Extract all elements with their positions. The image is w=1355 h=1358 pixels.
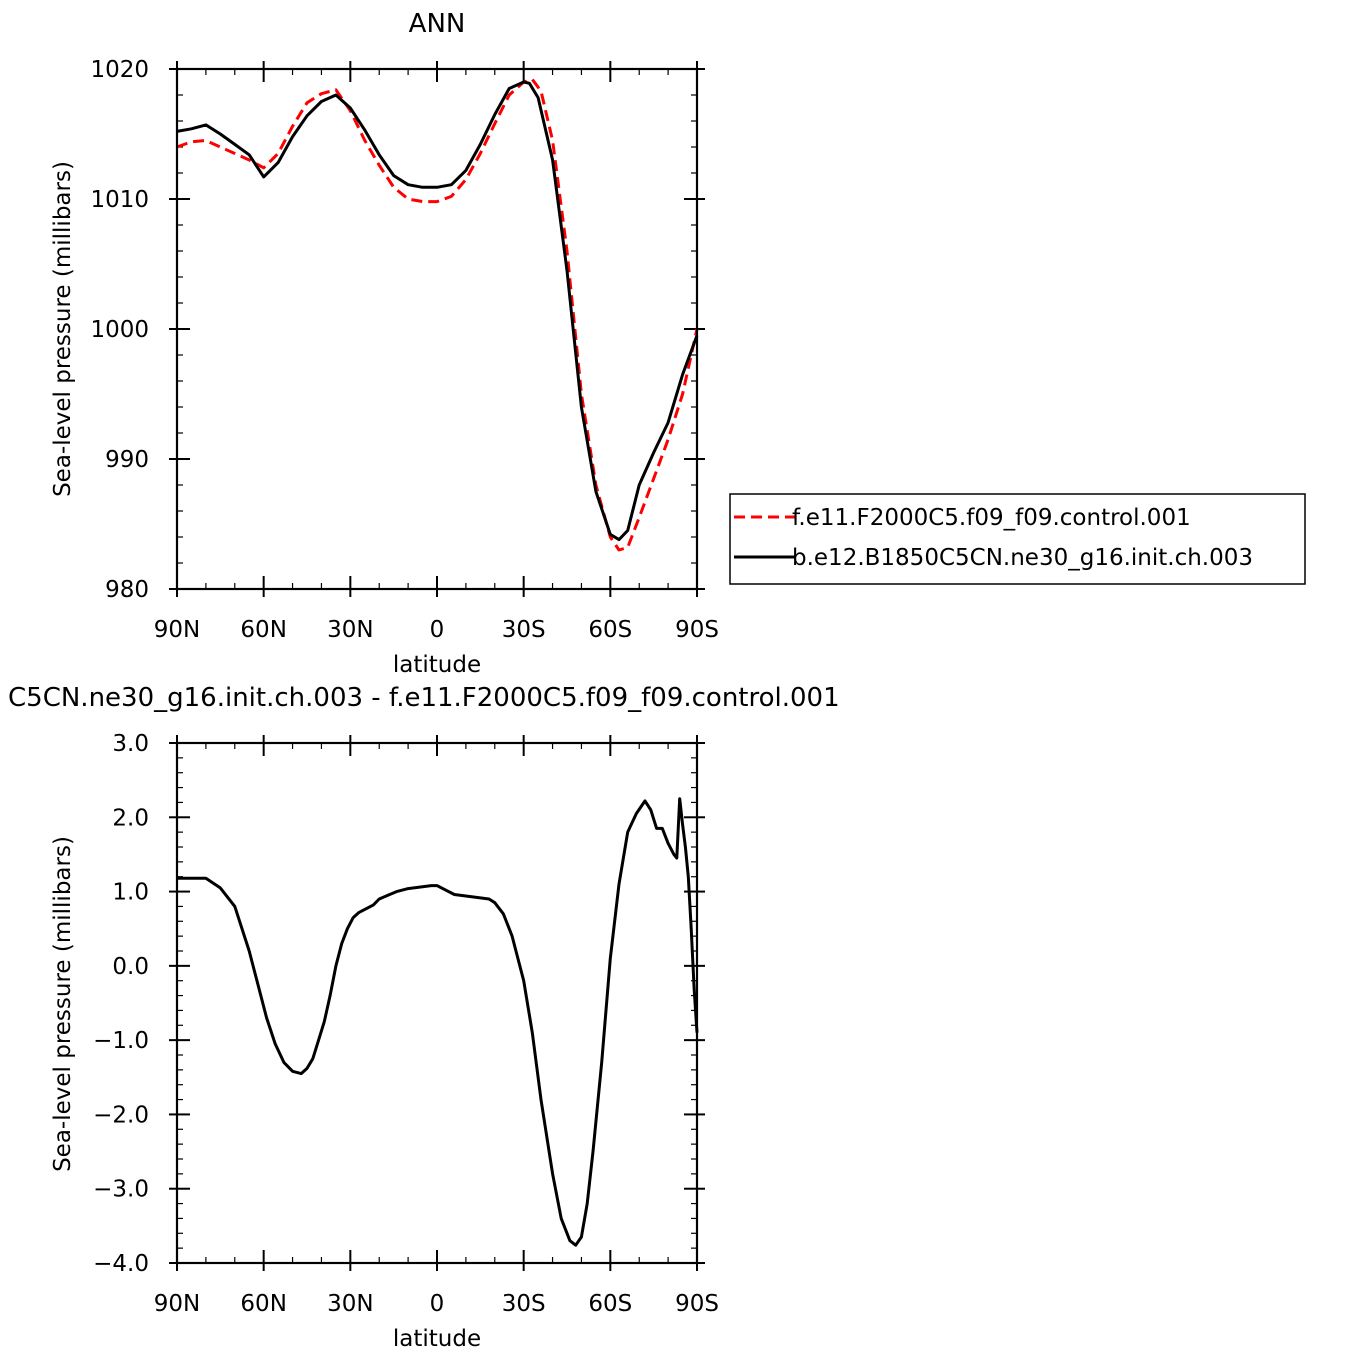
y-tick-label: 0.0 — [112, 954, 149, 980]
legend-entry-label: f.e11.F2000C5.f09_f09.control.001 — [792, 505, 1191, 531]
y-axis-label: Sea-level pressure (millibars) — [50, 161, 76, 497]
y-tick-label: 1020 — [90, 57, 149, 83]
y-tick-label: −1.0 — [93, 1028, 149, 1054]
x-tick-label: 30S — [502, 617, 546, 643]
x-tick-label: 30N — [327, 617, 373, 643]
x-tick-label: 90N — [154, 1291, 200, 1317]
chart-title: ANN — [409, 9, 466, 39]
y-axis-label: Sea-level pressure (millibars) — [50, 836, 76, 1172]
x-axis-label: latitude — [393, 1326, 481, 1352]
x-tick-label: 90S — [675, 617, 719, 643]
y-tick-label: −3.0 — [93, 1177, 149, 1203]
x-tick-label: 90N — [154, 617, 200, 643]
plot-frame — [175, 741, 699, 1265]
y-tick-label: 990 — [105, 447, 149, 473]
y-tick-label: 2.0 — [112, 805, 149, 831]
x-tick-label: 30S — [502, 1291, 546, 1317]
y-tick-label: 1000 — [90, 317, 149, 343]
x-tick-label: 60N — [240, 617, 286, 643]
x-tick-label: 90S — [675, 1291, 719, 1317]
minor-ticks — [177, 743, 697, 1263]
x-tick-label: 60N — [240, 1291, 286, 1317]
x-axis-label: latitude — [393, 652, 481, 678]
x-tick-label: 60S — [588, 1291, 632, 1317]
y-tick-label: 3.0 — [112, 731, 149, 757]
y-tick-label: 1010 — [90, 187, 149, 213]
legend-box — [729, 493, 1306, 585]
y-tick-label: −2.0 — [93, 1102, 149, 1128]
legend-entry-label: b.e12.B1850C5CN.ne30_g16.init.ch.003 — [792, 545, 1253, 571]
difference-line — [177, 797, 699, 1247]
series-line-b-e12-b1850c5cn-ne30-g16-init-ch-003 — [176, 80, 699, 542]
x-tick-label: 0 — [430, 617, 445, 643]
x-tick-label: 60S — [588, 617, 632, 643]
y-tick-label: 1.0 — [112, 880, 149, 906]
major-ticks — [169, 735, 705, 1271]
legend: f.e11.F2000C5.f09_f09.control.001 b.e12.B… — [729, 493, 1306, 585]
x-tick-label: 0 — [430, 1291, 445, 1317]
y-tick-label: −4.0 — [93, 1251, 149, 1277]
series-line-f-e11-f2000c5-f09-f09-control-001 — [176, 77, 699, 552]
bottom-chart-difference: C5CN.ne30_g16.init.ch.003 - f.e11.F2000C… — [8, 683, 840, 1352]
x-tick-label: 30N — [327, 1291, 373, 1317]
major-ticks — [169, 61, 705, 597]
plot-frame — [175, 67, 699, 591]
minor-ticks — [177, 69, 697, 589]
y-tick-label: 980 — [105, 577, 149, 603]
top-chart-sea-level-pressure: ANN 90N 60N 30N 0 30S 60S 90S 980 990 1000 1010 102… — [50, 9, 1306, 678]
chart-title: C5CN.ne30_g16.init.ch.003 - f.e11.F2000C… — [8, 683, 840, 713]
